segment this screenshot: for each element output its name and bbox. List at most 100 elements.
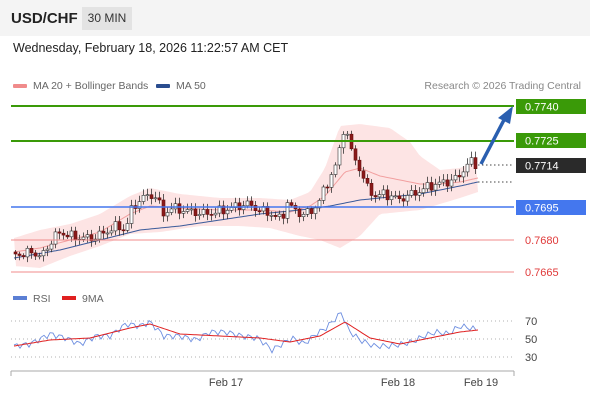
candle (185, 203, 190, 214)
level-label-0.7665: 0.7665 (525, 267, 559, 279)
candle (429, 176, 434, 196)
candles (13, 130, 478, 263)
candle (325, 184, 330, 194)
candle (69, 226, 74, 242)
candle (89, 229, 94, 247)
rsi-ma9-path (13, 322, 479, 347)
candle (313, 205, 318, 220)
x-tick-feb19: Feb 19 (464, 377, 498, 389)
level-box-0.7725 (516, 133, 586, 148)
candle (365, 174, 370, 187)
candle (393, 190, 398, 199)
candle (49, 240, 54, 253)
candle (189, 203, 194, 215)
rsi-ma9-line (13, 322, 479, 347)
candle (169, 202, 174, 216)
candle (329, 172, 334, 193)
candle (45, 245, 50, 257)
candle (369, 179, 374, 201)
candle (321, 184, 326, 204)
candle (65, 231, 70, 239)
candle (417, 187, 422, 202)
rsi-tick-70: 70 (525, 316, 537, 328)
current-price-label: 0.7714 (525, 161, 559, 173)
rsi-tick-50: 50 (525, 334, 537, 346)
candle (437, 176, 442, 188)
legend-ma50: MA 50 (156, 80, 206, 92)
level-label-0.7695: 0.7695 (525, 203, 559, 215)
forecast-arrow-shaft (479, 117, 507, 165)
candle (41, 247, 46, 262)
level-label-0.7725: 0.7725 (525, 136, 559, 148)
candle (113, 216, 118, 236)
candle (217, 200, 222, 218)
candle (209, 208, 214, 221)
candle (425, 176, 430, 192)
candle (461, 166, 466, 183)
candle (413, 185, 418, 201)
candle (145, 188, 150, 201)
timeframe-button[interactable]: 30 MIN (82, 7, 132, 30)
candle (309, 206, 314, 219)
candle (305, 206, 310, 217)
candle (149, 188, 154, 205)
x-tick-feb17: Feb 17 (209, 377, 243, 389)
candle (457, 169, 462, 182)
candle (337, 144, 342, 170)
candle (361, 166, 366, 183)
candle (53, 228, 58, 249)
candle (245, 196, 250, 209)
candle (25, 245, 30, 263)
candle (61, 229, 66, 241)
candle (105, 227, 110, 239)
candle (253, 201, 258, 217)
level-label-0.7740: 0.7740 (525, 102, 559, 114)
candle (381, 185, 386, 199)
candle (273, 211, 278, 220)
candle (449, 174, 454, 192)
rsi-legend-swatch (13, 296, 27, 300)
candle (433, 178, 438, 196)
candle (37, 252, 42, 260)
rsi-legend-label: RSI (33, 293, 51, 305)
candle (277, 210, 282, 221)
candle (257, 206, 262, 215)
legend-bollinger-label: MA 20 + Bollinger Bands (33, 80, 149, 92)
candle (201, 203, 206, 218)
candle (409, 185, 414, 198)
legend-ma50-swatch (156, 84, 170, 89)
symbol-title: USD/CHF (11, 10, 78, 27)
candle (333, 162, 338, 178)
candle (165, 206, 170, 222)
legend-bollinger: MA 20 + Bollinger Bands (13, 80, 148, 92)
candle (33, 250, 38, 260)
level-label-0.7680: 0.7680 (525, 235, 559, 247)
candle (445, 174, 450, 192)
candle (141, 189, 146, 205)
candle (161, 194, 166, 222)
candle (137, 195, 142, 213)
candle (373, 191, 378, 203)
forecast-arrow (479, 106, 513, 165)
candle (285, 199, 290, 224)
candle (101, 225, 106, 239)
credit-text: Research © 2026 Trading Central (424, 80, 581, 92)
candle (473, 151, 478, 174)
level-box-0.7740 (516, 99, 586, 114)
candle (29, 245, 34, 259)
header-bar: USD/CHF 30 MIN (0, 0, 590, 36)
candle (177, 197, 182, 220)
candle (317, 198, 322, 212)
candle (297, 206, 302, 223)
candle (221, 200, 226, 220)
candle (213, 207, 218, 219)
candle (153, 191, 158, 203)
ma9-legend-swatch (62, 296, 76, 300)
candle (357, 156, 362, 177)
candle (345, 131, 350, 140)
ma9-legend-label: 9MA (82, 293, 104, 305)
candle (465, 158, 470, 177)
candle (469, 151, 474, 167)
candle (17, 251, 22, 261)
